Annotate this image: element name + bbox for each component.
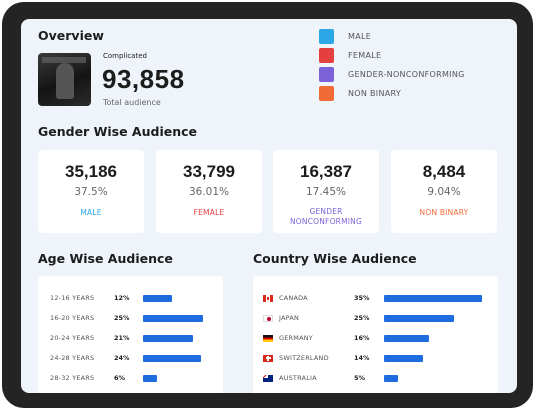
age-row: 24-28 YEARS 24% <box>38 352 223 364</box>
country-row-value: 5% <box>354 374 366 382</box>
age-row-label: 28-32 YEARS <box>50 374 95 382</box>
gender-card-value: 33,799 <box>183 162 235 181</box>
gender-card-percent: 36.01% <box>188 186 230 198</box>
legend-label: GENDER-NONCONFORMING <box>348 70 465 79</box>
overview-title: Overview <box>38 28 104 43</box>
age-row-bar <box>143 314 203 322</box>
gender-card-percent: 9.04% <box>427 186 461 198</box>
gender-card-percent: 17.45% <box>305 186 347 198</box>
legend-label: NON BINARY <box>348 89 402 98</box>
country-section-title: Country Wise Audience <box>253 251 417 266</box>
gender-card-nonconforming: 16,387 17.45% GENDER NONCONFORMING <box>273 150 379 233</box>
age-row-label: 20-24 YEARS <box>50 334 95 342</box>
age-row-label: 16-20 YEARS <box>50 314 95 322</box>
age-row-bar <box>143 334 194 342</box>
gender-card-label: NON BINARY <box>419 208 469 217</box>
age-row-bar <box>143 354 201 362</box>
country-row: GERMANY 16% <box>253 332 498 344</box>
country-row-value: 16% <box>354 334 370 342</box>
switzerland-flag-icon <box>263 354 273 362</box>
gender-card-value: 8,484 <box>422 162 466 181</box>
country-row-bar <box>384 354 424 362</box>
age-row: 16-20 YEARS 25% <box>38 312 223 324</box>
total-audience-label: Total audience <box>103 98 161 107</box>
country-row: CANADA 35% <box>253 292 498 304</box>
gender-card-label: GENDER NONCONFORMING <box>289 207 362 226</box>
legend-swatch-nonbinary <box>319 86 334 101</box>
country-row-bar <box>384 374 398 382</box>
country-row-value: 14% <box>354 354 370 362</box>
age-row-bar <box>143 294 172 302</box>
canada-flag-icon <box>263 294 273 302</box>
legend-item-male: MALE <box>319 29 465 44</box>
gender-card-value: 16,387 <box>300 162 352 181</box>
japan-flag-icon <box>263 314 273 322</box>
age-row-value: 25% <box>114 314 130 322</box>
age-section-title: Age Wise Audience <box>38 251 173 266</box>
age-panel: 12-16 YEARS 12% 16-20 YEARS 25% 20-24 YE… <box>38 276 223 393</box>
gender-card-female: 33,799 36.01% FEMALE <box>156 150 262 233</box>
age-row: 12-16 YEARS 12% <box>38 292 223 304</box>
gender-card-label: FEMALE <box>193 208 225 217</box>
dashboard-screen: Overview Complicated 93,858 Total audien… <box>21 19 517 393</box>
country-row-value: 25% <box>354 314 370 322</box>
country-row-label: GERMANY <box>279 334 313 342</box>
legend-swatch-nonconforming <box>319 67 334 82</box>
age-row-value: 24% <box>114 354 130 362</box>
legend-item-nonbinary: NON BINARY <box>319 86 465 101</box>
age-row-label: 12-16 YEARS <box>50 294 95 302</box>
total-audience-value: 93,858 <box>102 64 185 94</box>
country-row: AUSTRALIA 5% <box>253 372 498 384</box>
age-row: 20-24 YEARS 21% <box>38 332 223 344</box>
gender-card-nonbinary: 8,484 9.04% NON BINARY <box>391 150 497 233</box>
age-row-bar <box>143 374 158 382</box>
age-row: 28-32 YEARS 6% <box>38 372 223 384</box>
country-row-label: CANADA <box>279 294 308 302</box>
country-row-bar <box>384 334 429 342</box>
country-row: SWITZERLAND 14% <box>253 352 498 364</box>
country-panel: CANADA 35% JAPAN 25% GERMANY 16% SWITZER… <box>253 276 498 393</box>
legend-swatch-male <box>319 29 334 44</box>
age-row-label: 24-28 YEARS <box>50 354 95 362</box>
gender-card-label: MALE <box>80 208 102 217</box>
gender-card-value: 35,186 <box>65 162 117 181</box>
album-cover-image <box>38 53 91 106</box>
country-row-bar <box>384 294 482 302</box>
legend-label: FEMALE <box>348 51 382 60</box>
country-row: JAPAN 25% <box>253 312 498 324</box>
album-name: Complicated <box>103 52 147 60</box>
country-row-value: 35% <box>354 294 370 302</box>
age-row-value: 12% <box>114 294 130 302</box>
country-row-label: JAPAN <box>279 314 300 322</box>
australia-flag-icon <box>263 374 273 382</box>
country-row-label: SWITZERLAND <box>279 354 329 362</box>
gender-card-male: 35,186 37.5% MALE <box>38 150 144 233</box>
legend-label: MALE <box>348 32 372 41</box>
germany-flag-icon <box>263 334 273 342</box>
age-row-value: 21% <box>114 334 130 342</box>
gender-legend: MALE FEMALE GENDER-NONCONFORMING NON BIN… <box>319 29 465 106</box>
legend-swatch-female <box>319 48 334 63</box>
age-row-value: 6% <box>114 374 126 382</box>
country-row-label: AUSTRALIA <box>279 374 317 382</box>
legend-item-female: FEMALE <box>319 48 465 63</box>
gender-card-percent: 37.5% <box>74 186 108 198</box>
legend-item-nonconforming: GENDER-NONCONFORMING <box>319 67 465 82</box>
country-row-bar <box>384 314 454 322</box>
gender-section-title: Gender Wise Audience <box>38 124 197 139</box>
